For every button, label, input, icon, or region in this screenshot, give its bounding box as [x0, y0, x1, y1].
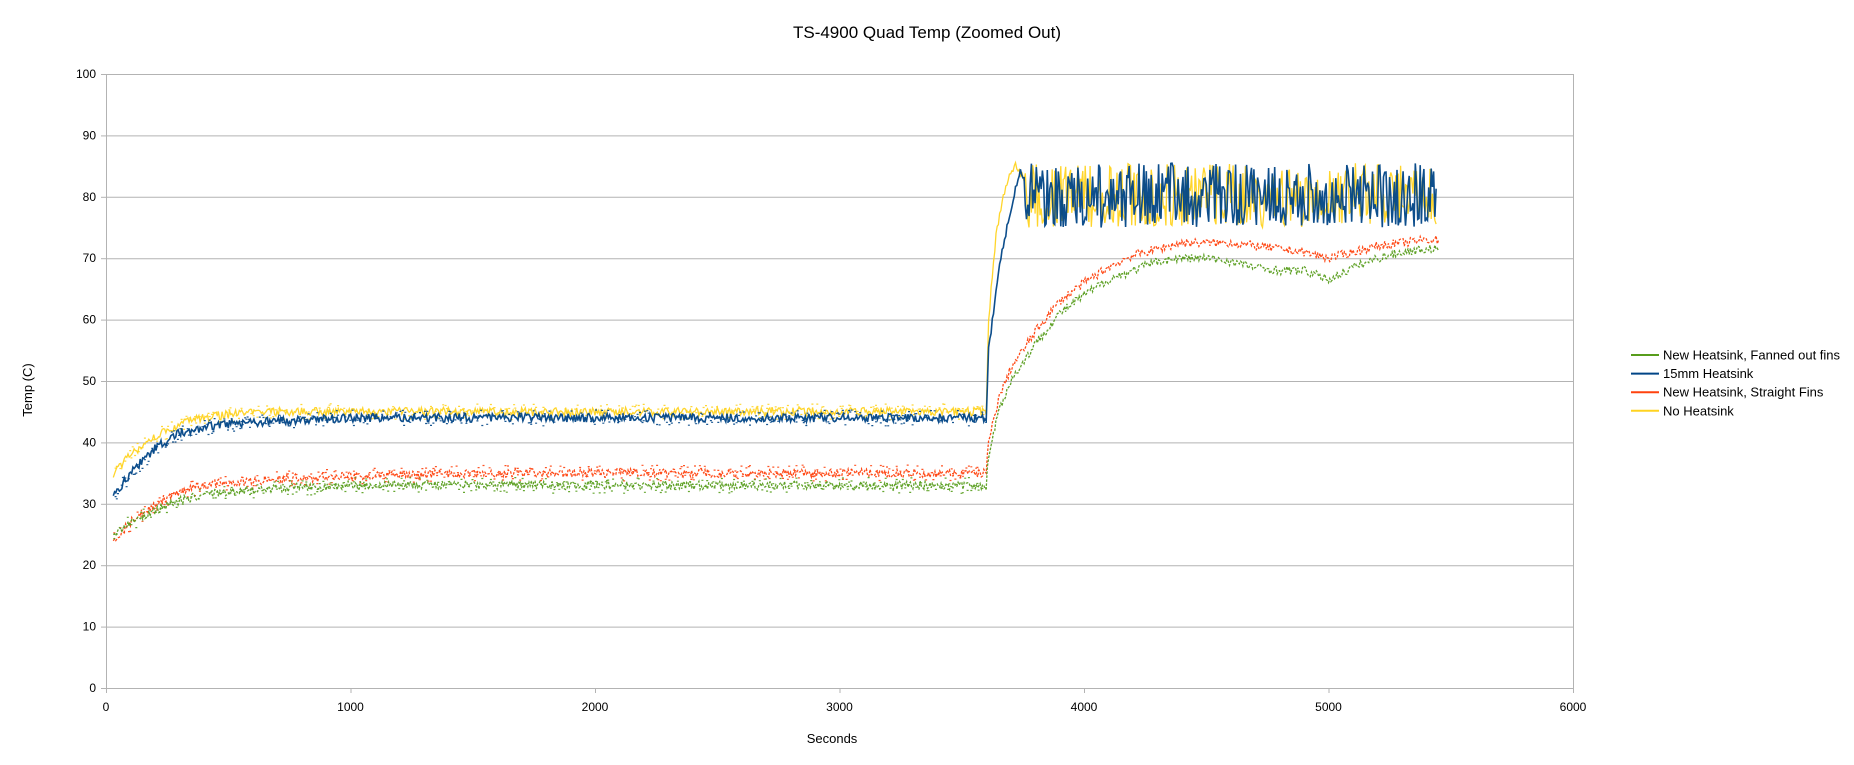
- y-tick-label: 30: [83, 497, 97, 511]
- legend-label: New Heatsink, Straight Fins: [1663, 385, 1824, 400]
- y-tick-label: 60: [83, 313, 97, 327]
- series-line: [112, 242, 1440, 538]
- y-tick-label: 10: [83, 620, 97, 634]
- y-axis-label: Temp (C): [20, 363, 35, 416]
- legend-label: New Heatsink, Fanned out fins: [1663, 348, 1841, 363]
- y-tick-label: 80: [83, 190, 97, 204]
- y-tick-label: 40: [83, 435, 97, 449]
- y-tick-label: 70: [83, 251, 97, 265]
- series-line: [112, 233, 1440, 542]
- series-point-scatter: [114, 409, 987, 500]
- y-tick-label: 100: [76, 67, 96, 81]
- series-line: [112, 162, 1437, 496]
- y-tick-label: 20: [83, 558, 97, 572]
- series-0: [112, 242, 1440, 540]
- y-tick-label: 50: [83, 374, 97, 388]
- legend: New Heatsink, Fanned out fins 15mm Heatsi…: [1631, 348, 1841, 418]
- x-tick-label: 3000: [826, 700, 853, 714]
- x-tick-label: 0: [103, 700, 110, 714]
- x-axis-ticks: 0 1000 2000 3000 4000 5000 6000: [103, 688, 1587, 714]
- y-axis-ticks: 0 10 20 30 40 50 60 70 80 90 100: [76, 67, 106, 695]
- series-point-scatter: [113, 477, 987, 540]
- x-tick-label: 2000: [582, 700, 609, 714]
- y-tick-label: 0: [89, 681, 96, 695]
- x-tick-label: 4000: [1071, 700, 1098, 714]
- data-series: [112, 160, 1440, 542]
- chart-title: TS-4900 Quad Temp (Zoomed Out): [793, 23, 1061, 42]
- legend-label: 15mm Heatsink: [1663, 366, 1754, 381]
- series-2: [112, 233, 1440, 542]
- x-axis-label: Seconds: [807, 731, 858, 746]
- legend-label: No Heatsink: [1663, 403, 1734, 418]
- y-tick-label: 90: [83, 128, 97, 142]
- x-tick-label: 6000: [1560, 700, 1587, 714]
- series-point-scatter: [113, 464, 980, 534]
- x-tick-label: 1000: [337, 700, 364, 714]
- series-line: [112, 160, 1437, 478]
- series-1: [112, 162, 1437, 500]
- x-tick-label: 5000: [1315, 700, 1342, 714]
